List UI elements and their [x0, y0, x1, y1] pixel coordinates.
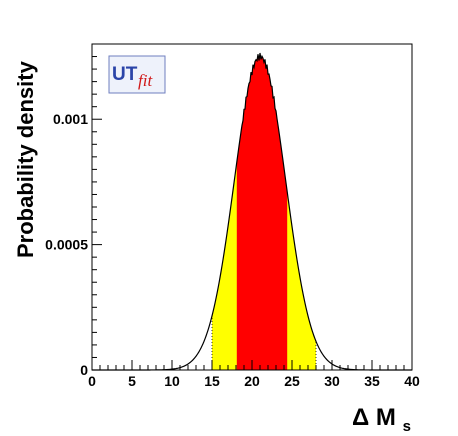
- x-tick-label: 25: [284, 373, 300, 389]
- confidence-bands: [212, 56, 316, 370]
- x-tick-label: 35: [364, 373, 380, 389]
- x-tick-label: 30: [324, 373, 340, 389]
- x-axis-title: Δ M s: [352, 404, 411, 435]
- x-tick-label: 0: [88, 373, 96, 389]
- x-tick-label: 15: [204, 373, 220, 389]
- y-axis-ticks: 0 0.0005 0.001: [45, 43, 102, 378]
- x-axis-title-main: Δ M: [352, 404, 396, 431]
- logo-main-text: UT: [112, 64, 138, 85]
- y-tick-label: 0.0005: [45, 237, 88, 253]
- x-tick-label: 10: [164, 373, 180, 389]
- x-tick-label: 5: [128, 373, 136, 389]
- x-axis-ticks: 0 5 10 15 20 25 30 35 40: [88, 360, 420, 389]
- y-tick-label: 0.001: [53, 111, 88, 127]
- y-axis-title: Probability density: [13, 60, 38, 258]
- utfit-logo: UT fit: [108, 55, 166, 94]
- x-tick-label: 40: [404, 373, 420, 389]
- x-axis-title-subscript: s: [403, 418, 411, 435]
- y-tick-label: 0: [80, 362, 88, 378]
- logo-sub-text: fit: [138, 71, 153, 90]
- x-tick-label: 20: [244, 373, 260, 389]
- band-68pct: [236, 56, 288, 370]
